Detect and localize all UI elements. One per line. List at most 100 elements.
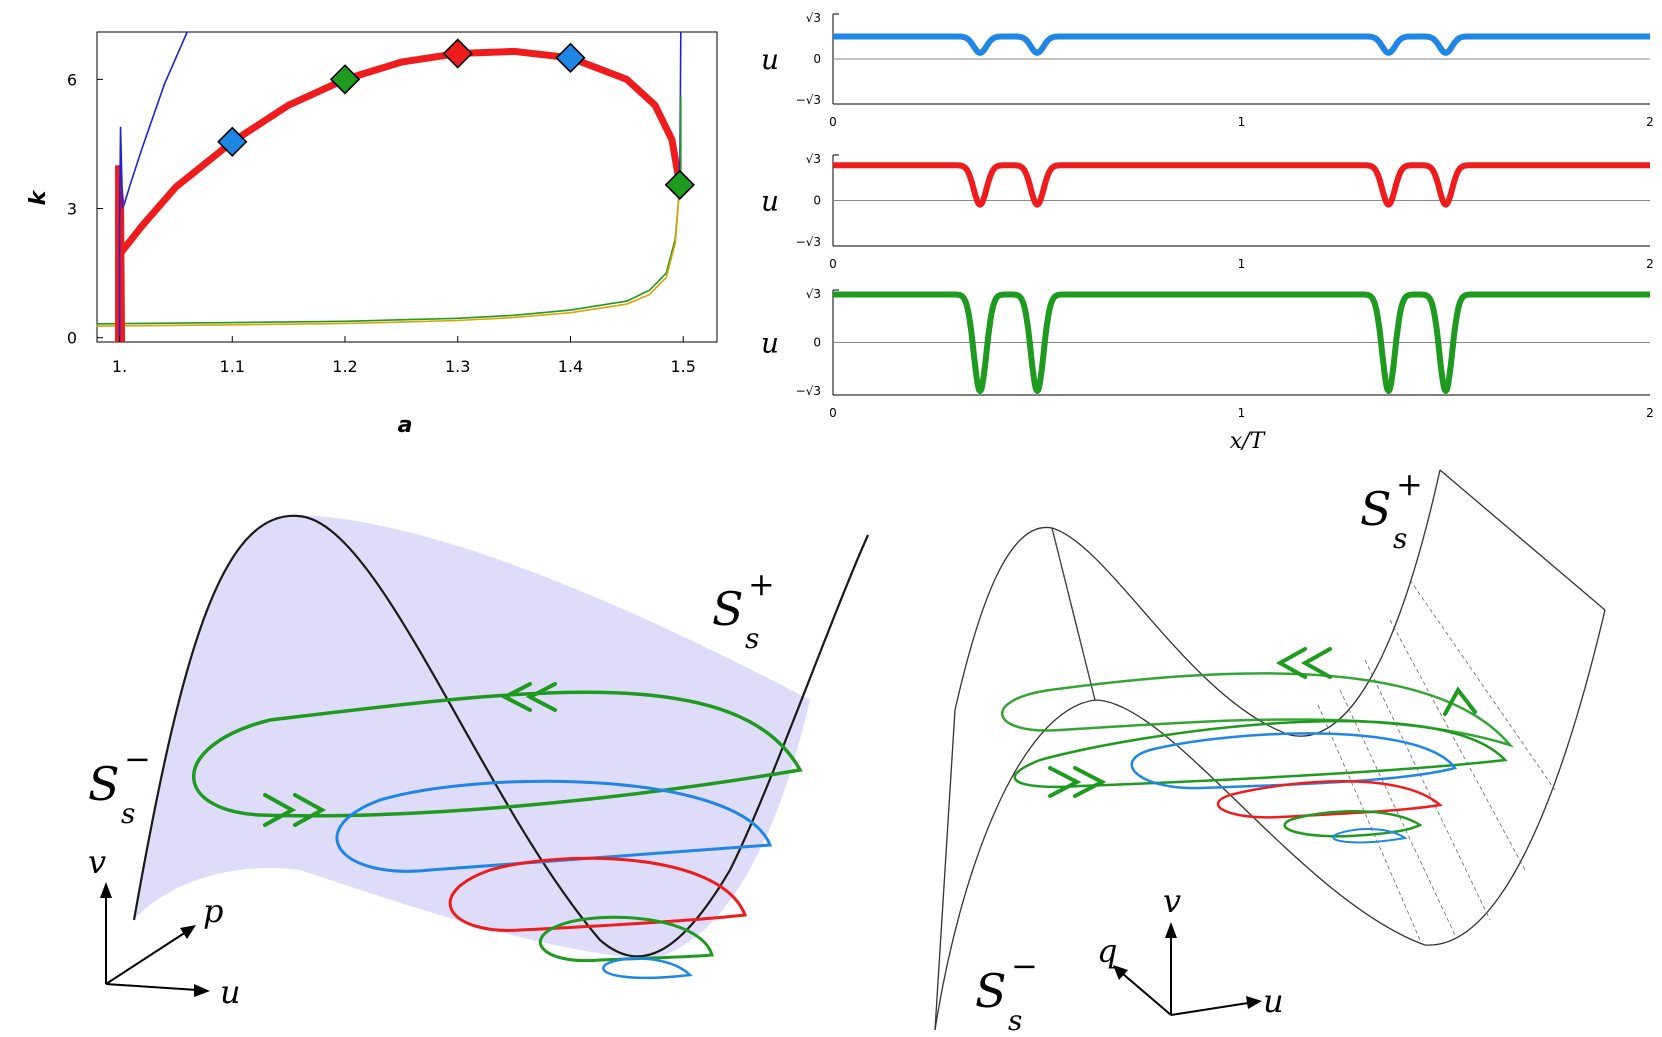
axis-u-right: u	[1263, 982, 1284, 1020]
profile-curve-2	[831, 291, 1652, 394]
series-main-branch	[118, 47, 684, 256]
profile-ytick-label: 0	[813, 194, 821, 208]
critical-curve	[132, 514, 870, 958]
profile-ylabel: u	[761, 43, 779, 76]
svg-text:+: +	[748, 565, 775, 603]
svg-text:S: S	[88, 757, 120, 811]
svg-text:−: −	[1011, 947, 1038, 985]
series-lower-orange-branch	[96, 184, 681, 327]
profile-xtick-label: 0	[829, 257, 837, 271]
profile-panel-1: √3 0 −√3 u 0 1 2	[761, 152, 1654, 271]
bifurcation-series	[96, 31, 684, 327]
svg-text:s: s	[121, 797, 135, 830]
axis-p-left: p	[203, 892, 223, 930]
marker-diamond-3	[555, 42, 586, 73]
orbit-direction-arrows	[263, 682, 557, 827]
orbit-blue-small	[602, 957, 693, 980]
profile-ytick-label: −√3	[796, 384, 821, 398]
profile-xtick-label: 1	[1238, 115, 1246, 129]
y-tick-label-0: 0	[67, 329, 77, 348]
profile-ytick-label: 0	[813, 52, 821, 66]
x-tick-label-0: 1.	[112, 357, 127, 376]
orbit-green-large	[192, 690, 803, 818]
label-S-plus-left: S s +	[712, 565, 775, 655]
marker-diamond-4	[664, 169, 695, 200]
profile-panel-2: √3 0 −√3 u 0 1 2	[761, 287, 1654, 420]
profile-xtick-label: 2	[1646, 406, 1654, 420]
svg-text:s: s	[745, 622, 759, 655]
y-tick-label-2: 6	[67, 70, 77, 89]
bifurcation-plot-frame	[96, 31, 718, 343]
x-tick-label-4: 1.4	[558, 357, 583, 376]
svg-text:s: s	[1393, 522, 1407, 555]
x-tick-label-3: 1.3	[445, 357, 470, 376]
x-tick-label-5: 1.5	[670, 357, 695, 376]
slow-manifold-left: S s + S s − v p u	[88, 514, 870, 1011]
wireframe-surface	[934, 469, 1606, 1031]
orbit-green-small	[538, 915, 714, 963]
series-lower-green-branch	[96, 184, 681, 325]
bifurcation-markers	[217, 38, 695, 200]
profile-panel-0: √3 0 −√3 u 0 1 2	[761, 11, 1654, 129]
profile-ytick-label: −√3	[796, 235, 821, 249]
profile-ylabel: u	[761, 327, 779, 360]
profile-ytick-label: √3	[806, 11, 821, 25]
bifurcation-y-ticks: 0 3 6	[67, 70, 103, 348]
bifurcation-chart: 1. 1.1 1.2 1.3 1.4 1.5 0 3 6 a k	[26, 31, 718, 438]
x-tick-label-2: 1.2	[332, 357, 357, 376]
profile-ylabel: u	[761, 185, 779, 218]
orbit-blue-right-small	[1332, 828, 1408, 844]
marker-diamond-1	[329, 64, 361, 95]
label-S-minus-left: S s −	[88, 740, 151, 830]
bifurcation-near-a1	[115, 31, 682, 343]
bifurcation-xlabel: a	[398, 413, 413, 438]
x-tick-label-1: 1.1	[220, 357, 245, 376]
profile-ytick-label: 0	[813, 336, 821, 350]
profile-xtick-label: 2	[1646, 257, 1654, 271]
svg-text:S: S	[975, 964, 1007, 1018]
series-upper-blue-branch	[122, 31, 188, 210]
slow-manifold-right: S s + S s − v q u	[934, 465, 1606, 1037]
label-S-minus-right: S s −	[975, 947, 1038, 1037]
profile-xtick-label: 1	[1238, 257, 1246, 271]
y-tick-label-1: 3	[67, 200, 77, 219]
orbit-direction-arrows-right	[1048, 647, 1477, 798]
svg-text:S: S	[1360, 482, 1392, 536]
orbit-red	[448, 856, 748, 932]
profile-curve-0	[831, 33, 1652, 56]
axes-triad-right	[1113, 922, 1262, 1016]
orbit-green-right	[1013, 719, 1508, 789]
profile-xtick-label: 0	[829, 115, 837, 129]
svg-text:S: S	[712, 582, 744, 636]
profile-xtick-label: 2	[1646, 115, 1654, 129]
marker-diamond-0	[217, 126, 248, 157]
profiles-xlabel: x/T	[1230, 429, 1267, 454]
bifurcation-ylabel: k	[26, 189, 51, 205]
axis-v-right: v	[1163, 882, 1181, 920]
profile-charts: √3 0 −√3 u 0 1 2 √3 0 −√3 u 0 1 2 √3 0 −√3 u 0 1 2 x/T	[761, 11, 1654, 454]
blue-vertical-branch	[118, 126, 124, 342]
axis-q-right: q	[1097, 932, 1117, 970]
orbit-blue-right	[1130, 732, 1458, 790]
profile-xtick-label: 0	[829, 406, 837, 420]
svg-text:−: −	[124, 740, 151, 778]
label-S-plus-right: S s +	[1360, 465, 1423, 555]
axis-v-left: v	[88, 843, 106, 881]
profile-ytick-label: √3	[806, 152, 821, 166]
profile-ytick-label: √3	[806, 287, 821, 301]
bifurcation-x-ticks: 1. 1.1 1.2 1.3 1.4 1.5	[112, 336, 696, 376]
orbit-green-right-small	[1283, 810, 1423, 838]
svg-text:+: +	[1396, 465, 1423, 503]
orbit-blue	[335, 779, 773, 873]
axes-triad-left	[100, 882, 210, 997]
profile-xtick-label: 1	[1238, 406, 1246, 420]
marker-diamond-2	[442, 38, 473, 69]
axis-u-left: u	[220, 973, 241, 1011]
surface-shading	[134, 514, 810, 960]
orbit-green-right-back	[1001, 672, 1514, 748]
svg-text:s: s	[1008, 1004, 1022, 1037]
profile-curve-1	[831, 162, 1652, 208]
profile-panels: √3 0 −√3 u 0 1 2 √3 0 −√3 u 0 1 2 √3 0 −√3 u 0 1 2	[761, 11, 1654, 420]
profile-ytick-label: −√3	[796, 93, 821, 107]
